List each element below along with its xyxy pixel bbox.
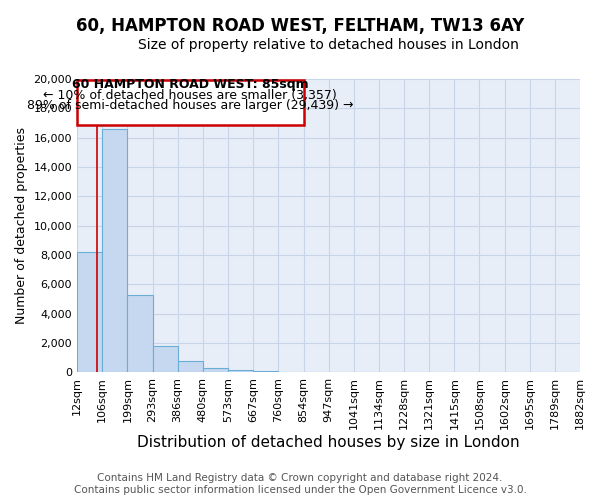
Y-axis label: Number of detached properties: Number of detached properties <box>15 128 28 324</box>
Text: 60, HAMPTON ROAD WEST, FELTHAM, TW13 6AY: 60, HAMPTON ROAD WEST, FELTHAM, TW13 6AY <box>76 18 524 36</box>
Text: 60 HAMPTON ROAD WEST: 85sqm: 60 HAMPTON ROAD WEST: 85sqm <box>72 78 308 92</box>
Bar <box>127 294 152 372</box>
Title: Size of property relative to detached houses in London: Size of property relative to detached ho… <box>138 38 519 52</box>
Bar <box>103 129 127 372</box>
Bar <box>152 346 178 372</box>
Bar <box>178 361 203 372</box>
Text: 89% of semi-detached houses are larger (29,439) →: 89% of semi-detached houses are larger (… <box>27 99 353 112</box>
Bar <box>77 252 103 372</box>
Bar <box>228 370 253 372</box>
Text: Contains HM Land Registry data © Crown copyright and database right 2024.
Contai: Contains HM Land Registry data © Crown c… <box>74 474 526 495</box>
Bar <box>203 368 228 372</box>
Text: ← 10% of detached houses are smaller (3,357): ← 10% of detached houses are smaller (3,… <box>43 88 337 102</box>
X-axis label: Distribution of detached houses by size in London: Distribution of detached houses by size … <box>137 435 520 450</box>
FancyBboxPatch shape <box>77 80 304 124</box>
